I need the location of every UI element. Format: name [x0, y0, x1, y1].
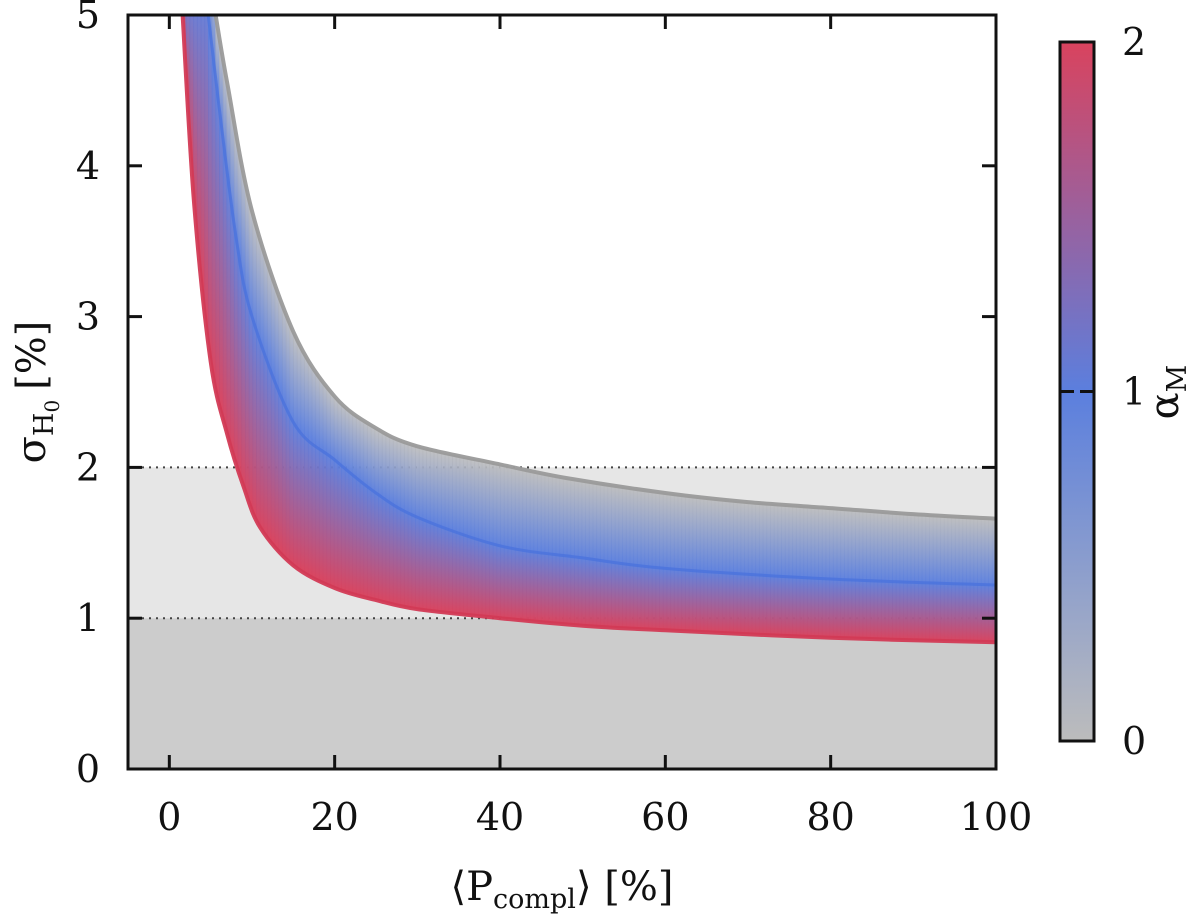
colorbar-tick-label: 1	[1122, 370, 1146, 414]
y-tick-label: 0	[76, 747, 100, 791]
plot-frame	[126, 13, 998, 771]
colorbar-label: αM	[1142, 365, 1193, 420]
x-tick-label: 60	[641, 795, 689, 839]
series-line-alpha-2	[180, 15, 996, 645]
y-tick-label: 3	[76, 295, 100, 339]
x-axis-label: ⟨Pcompl⟩ [%]	[451, 864, 674, 914]
x-tick-label: 20	[310, 795, 358, 839]
x-tick-label: 80	[806, 795, 854, 839]
y-axis-label: σH0[%]	[9, 321, 64, 464]
colorbar-tick-label: 0	[1122, 719, 1146, 763]
x-tick-label: 40	[476, 795, 524, 839]
y-tick-label: 4	[76, 144, 100, 188]
series-lines	[180, 15, 996, 645]
x-tick-label: 100	[960, 795, 1033, 839]
y-tick-labels: 0 1 2 3 4 5	[76, 0, 100, 791]
x-tick-label: 0	[157, 795, 181, 839]
colorbar-tick-label: 2	[1122, 20, 1146, 64]
colorbar: 0 1 2 αM	[1058, 20, 1193, 763]
y-tick-label: 2	[76, 445, 100, 489]
shaded-band-1	[128, 618, 996, 769]
series-line-alpha-0	[213, 15, 996, 521]
y-tick-label: 5	[76, 0, 100, 37]
x-tick-labels: 0 20 40 60 80 100	[157, 795, 1032, 839]
series-line-alpha-1	[206, 15, 996, 587]
y-tick-label: 1	[76, 596, 100, 640]
